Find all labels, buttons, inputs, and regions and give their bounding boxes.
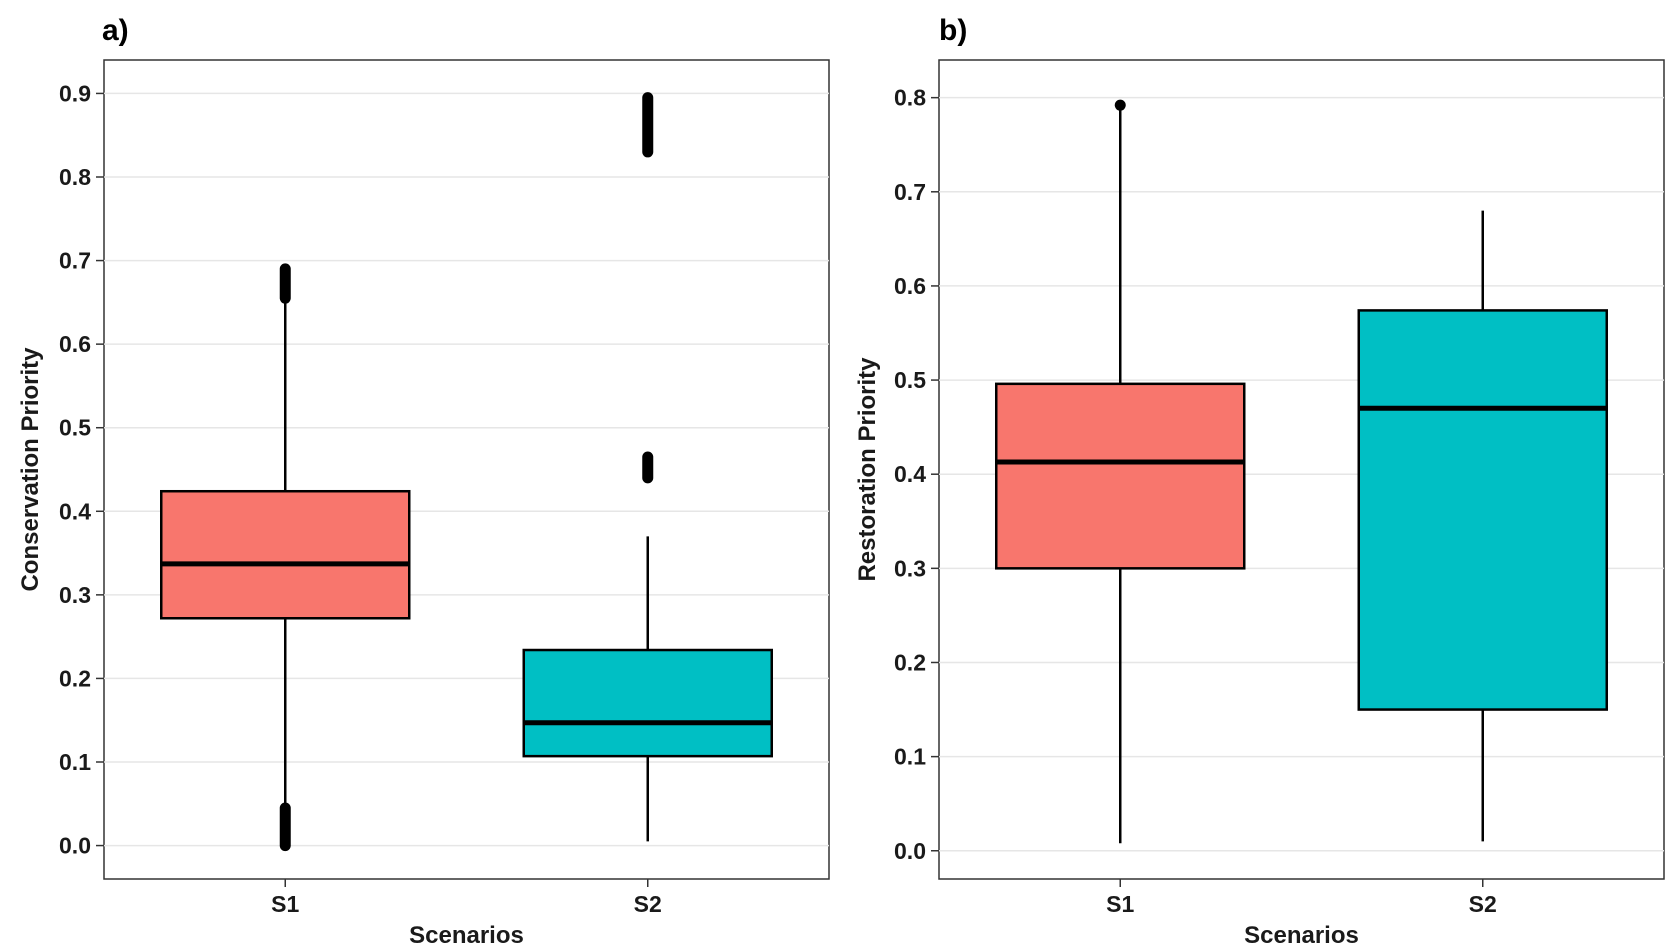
iqr-box [160, 489, 411, 620]
box-s2 [522, 92, 773, 842]
y-tick-label: 0.3 [894, 555, 926, 581]
x-axis: S1 S2 [271, 879, 662, 917]
x-tick-label: S2 [1469, 891, 1497, 917]
x-tick-label: S1 [271, 891, 299, 917]
y-tick-label: 0.0 [59, 833, 91, 859]
y-axis-title: Restoration Priority [854, 357, 881, 582]
panel-label: b) [939, 14, 967, 47]
y-axis-title: Conservation Priority [17, 347, 44, 592]
panel-label: a) [102, 14, 129, 47]
y-tick-label: 0.3 [59, 582, 91, 608]
y-tick-label: 0.5 [894, 367, 926, 393]
y-tick-label: 0.6 [59, 331, 91, 357]
y-axis: 0.0 0.1 0.2 0.3 0.4 0.5 0.6 0.7 0.8 [894, 85, 939, 864]
panel-a: 0.0 0.1 0.2 0.3 0.4 0.5 0.6 0.7 0.8 0.9 S1 S2 a) S… [17, 14, 830, 949]
iqr-box [522, 648, 773, 758]
y-tick-label: 0.0 [894, 838, 926, 864]
panel-b: 0.0 0.1 0.2 0.3 0.4 0.5 0.6 0.7 0.8 S1 S2 b) Scen… [854, 14, 1665, 949]
boxes [995, 99, 1608, 844]
box-s2 [1357, 210, 1608, 842]
y-tick-label: 0.5 [59, 415, 91, 441]
y-axis: 0.0 0.1 0.2 0.3 0.4 0.5 0.6 0.7 0.8 0.9 [59, 80, 104, 859]
y-tick-label: 0.8 [894, 85, 926, 111]
x-tick-label: S1 [1106, 891, 1134, 917]
x-axis-title: Scenarios [409, 922, 524, 949]
x-axis-title: Scenarios [1244, 922, 1359, 949]
y-tick-label: 0.2 [894, 649, 926, 675]
y-tick-label: 0.9 [59, 80, 91, 106]
x-tick-label: S2 [634, 891, 662, 917]
boxes [160, 92, 773, 852]
y-tick-label: 0.4 [894, 461, 926, 487]
y-tick-label: 0.1 [894, 744, 926, 770]
y-tick-label: 0.2 [59, 665, 91, 691]
y-tick-label: 0.7 [59, 248, 91, 274]
box-s1 [160, 263, 411, 852]
gridlines [104, 92, 829, 847]
iqr-box [1357, 309, 1608, 711]
iqr-box [995, 382, 1246, 570]
y-tick-label: 0.8 [59, 164, 91, 190]
y-tick-label: 0.1 [59, 749, 91, 775]
x-axis: S1 S2 [1106, 879, 1497, 917]
y-tick-label: 0.6 [894, 273, 926, 299]
y-tick-label: 0.4 [59, 498, 91, 524]
box-s1 [995, 99, 1246, 844]
y-tick-label: 0.7 [894, 179, 926, 205]
